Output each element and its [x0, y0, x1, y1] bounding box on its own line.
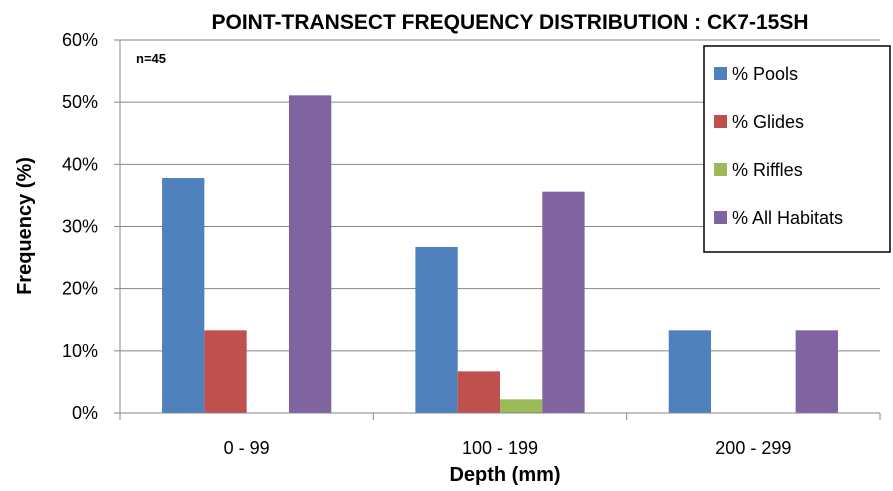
x-axis-title: Depth (mm) [449, 464, 560, 486]
bars [162, 95, 838, 413]
bar [288, 95, 332, 413]
gridlines [120, 39, 880, 352]
sample-size-annotation: n=45 [136, 51, 166, 66]
bar [162, 178, 205, 413]
x-tick-label: 200 - 299 [715, 438, 791, 458]
bar [204, 330, 247, 413]
y-tick-labels: 0% 10% 20% 30% 40% 50% 60% [62, 30, 98, 423]
y-tick-label: 0% [72, 403, 98, 423]
legend-swatch [714, 163, 727, 176]
bar [795, 330, 838, 413]
bar [415, 247, 458, 413]
bar [668, 330, 712, 413]
y-tick-label: 20% [62, 279, 98, 299]
chart-title: POINT-TRANSECT FREQUENCY DISTRIBUTION : … [212, 11, 809, 34]
bar [500, 399, 543, 413]
legend-label: % Glides [732, 112, 804, 132]
legend: % Pools % Glides % Riffles % All Habitats [703, 45, 891, 253]
legend-swatch [714, 115, 727, 128]
y-tick-label: 30% [62, 217, 98, 237]
bar [542, 191, 585, 413]
x-tick-label: 100 - 199 [462, 438, 538, 458]
legend-label: % All Habitats [732, 208, 843, 228]
y-tick-label: 50% [62, 92, 98, 112]
legend-swatch [714, 67, 727, 80]
x-tick-labels: 0 - 99 100 - 199 200 - 299 [224, 438, 792, 458]
legend-label: % Pools [732, 64, 798, 84]
legend-box [703, 45, 891, 253]
y-axis-title: Frequency (%) [14, 157, 36, 295]
axes [114, 39, 881, 420]
y-tick-label: 60% [62, 30, 98, 50]
y-tick-label: 10% [62, 341, 98, 361]
legend-swatch [714, 211, 727, 224]
legend-label: % Riffles [732, 160, 803, 180]
x-tick-label: 0 - 99 [224, 438, 270, 458]
bar [457, 371, 500, 413]
y-tick-label: 40% [62, 154, 98, 174]
